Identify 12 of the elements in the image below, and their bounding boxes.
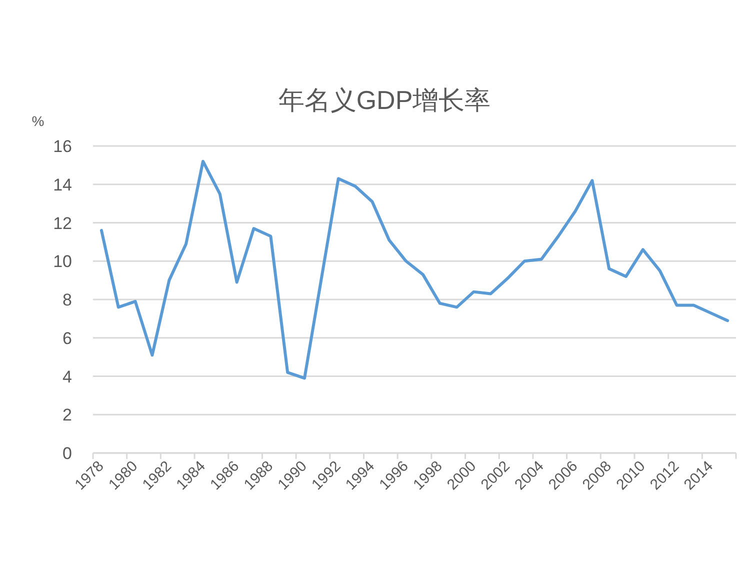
chart-title: 年名义GDP增长率 xyxy=(278,85,491,115)
y-tick-label: 16 xyxy=(53,137,72,156)
y-tick-label: 4 xyxy=(62,367,72,386)
y-tick-label: 14 xyxy=(53,175,72,194)
y-tick-label: 0 xyxy=(62,444,72,463)
y-tick-label: 10 xyxy=(53,252,72,272)
line-series xyxy=(100,160,730,380)
y-tick-label: 2 xyxy=(62,406,72,425)
y-axis-title: % xyxy=(32,113,44,129)
y-tick-label: 6 xyxy=(62,328,72,348)
y-tick-label: 8 xyxy=(62,290,72,310)
y-tick-label: 12 xyxy=(53,214,72,233)
